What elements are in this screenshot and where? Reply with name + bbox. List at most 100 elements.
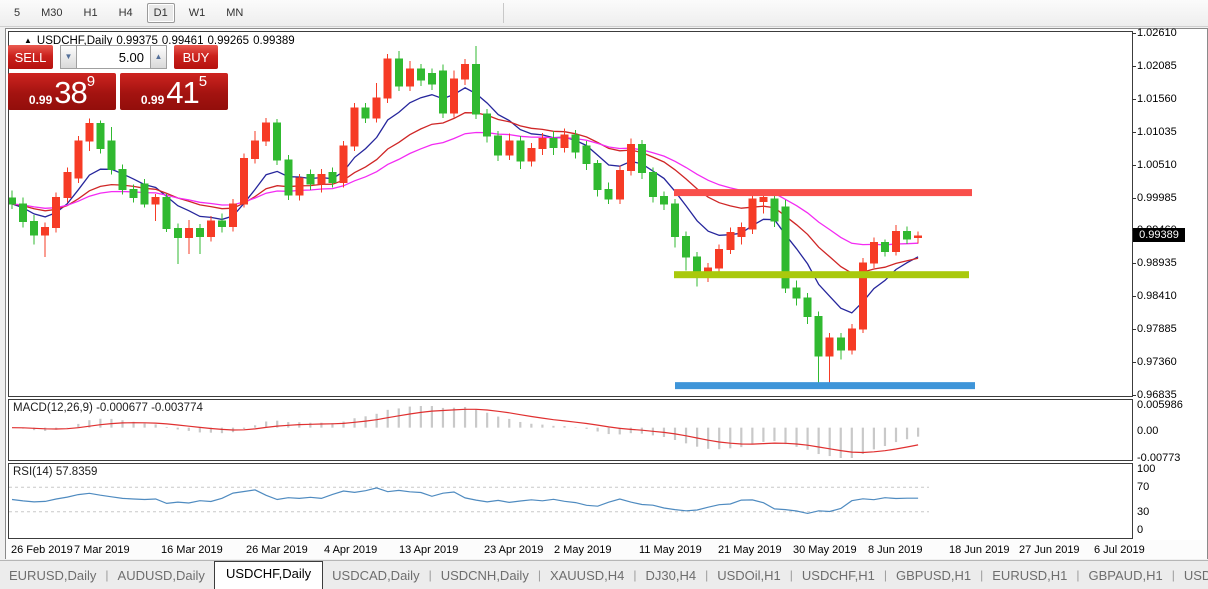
candlestick-chart <box>9 45 975 390</box>
price-axis-label: 1.01035 <box>1137 125 1177 138</box>
bottom-tab-EURUSD-Daily[interactable]: EURUSD,Daily <box>9 568 97 583</box>
price-axis-tick <box>1132 394 1136 396</box>
price-axis-tick <box>1132 131 1136 133</box>
price-axis-label: 0.98410 <box>1137 290 1177 303</box>
rsi-axis-label: 30 <box>1137 506 1150 518</box>
bottom-tab-USDCAD-Daily[interactable]: USDCAD,Daily <box>332 568 420 583</box>
date-axis: 26 Feb 2019 7 Mar 2019 16 Mar 2019 26 Mar 2… <box>6 540 1207 559</box>
macd-indicator-label: MACD(12,26,9) -0.000677 -0.003774 <box>13 402 203 414</box>
tab-separator: | <box>883 568 887 582</box>
bottom-tab-AUDUSD-Daily[interactable]: AUDUSD,Daily <box>117 568 205 583</box>
tab-separator: | <box>633 568 637 582</box>
bottom-tab-USDCNH-Daily[interactable]: USDCNH,Daily <box>440 568 529 583</box>
one-click-trading-widget: SELL ▼ ▲ BUY 0.99 38 9 0.99 41 5 <box>8 45 228 110</box>
price-axis-label: 0.97885 <box>1137 323 1177 336</box>
sell-price-figure: 0.99 <box>28 93 53 107</box>
date-label: 30 May 2019 <box>793 544 857 556</box>
date-label: 26 Mar 2019 <box>246 544 308 556</box>
bottom-tab-DJ30-H4[interactable]: DJ30,H4 <box>645 568 697 583</box>
price-axis-label: 1.02610 <box>1137 27 1177 39</box>
rsi-chart <box>9 486 929 515</box>
date-label: 11 May 2019 <box>639 544 702 556</box>
ohlc-open: 0.99375 <box>116 35 158 47</box>
rsi-indicator-label: RSI(14) 57.8359 <box>13 466 98 478</box>
ohlc-high: 0.99461 <box>161 35 204 47</box>
tab-separator: | <box>1076 568 1080 582</box>
price-axis-tick <box>1132 65 1136 67</box>
price-axis-label: 1.02085 <box>1137 59 1177 72</box>
sell-button[interactable]: SELL <box>8 45 53 69</box>
price-axis-tick <box>1132 362 1136 363</box>
volume-input[interactable] <box>77 45 150 69</box>
macd-chart <box>11 406 920 458</box>
date-label: 26 Feb 2019 <box>11 544 73 556</box>
macd-axis-label: 0.005986 <box>1137 399 1183 411</box>
bottom-tab-USDOil-H1[interactable]: USDOil,H1 <box>717 568 781 583</box>
buy-button[interactable]: BUY <box>174 45 218 69</box>
date-label: 2 May 2019 <box>554 544 612 556</box>
sell-price-point: 9 <box>86 73 96 90</box>
timeframe-button-MN[interactable]: MN <box>226 7 244 19</box>
rsi-axis-label: 70 <box>1137 481 1150 493</box>
bottom-tab-USDCHF-H1[interactable]: USDCHF,H1 <box>801 568 875 583</box>
price-axis-label: 1.00510 <box>1137 158 1177 171</box>
bottom-tab-EURUSD-H1[interactable]: EURUSD,H1 <box>992 568 1068 583</box>
rsi-axis-label: 0 <box>1137 524 1144 536</box>
sell-price-pips: 38 <box>54 75 87 110</box>
tab-separator: | <box>537 568 541 582</box>
date-label: 4 Apr 2019 <box>324 544 378 556</box>
price-axis-tick <box>1132 164 1136 166</box>
date-label: 16 Mar 2019 <box>161 544 223 556</box>
date-label: 13 Apr 2019 <box>399 544 459 556</box>
price-axis-label: 0.98935 <box>1137 257 1177 270</box>
rsi-axis-label: 100 <box>1137 463 1156 475</box>
bottom-tab-XAUUSD-H4[interactable]: XAUUSD,H4 <box>549 568 625 583</box>
buy-price-point: 5 <box>198 73 208 90</box>
tab-separator: | <box>1171 568 1175 582</box>
date-label: 18 Jun 2019 <box>949 544 1010 556</box>
timeframe-button-5[interactable]: 5 <box>14 7 21 19</box>
timeframe-button-W1[interactable]: W1 <box>188 7 206 19</box>
tab-separator: | <box>980 568 984 582</box>
chart-title: ▲ USDCHF,Daily 0.99375 0.99461 0.99265 0.9938… <box>24 35 295 47</box>
toolbar-separator <box>503 3 504 23</box>
price-axis-tick <box>1132 263 1136 265</box>
price-axis-label: 1.01560 <box>1137 92 1177 105</box>
timeframe-button-H1[interactable]: H1 <box>83 7 98 19</box>
timeframe-button-D1[interactable]: D1 <box>146 3 175 23</box>
symbol-tab-bar: EURUSD,Daily | AUDUSD,Daily USDCHF,Daily USD… <box>0 560 1208 589</box>
sell-price-display[interactable]: 0.99 38 9 <box>8 73 116 110</box>
price-axis-tick <box>1132 197 1136 199</box>
tab-separator: | <box>705 568 709 582</box>
bottom-tab-GBPUSD-H1[interactable]: GBPUSD,H1 <box>896 568 972 583</box>
ohlc-low: 0.99265 <box>207 35 250 47</box>
macd-panel <box>8 399 1133 461</box>
volume-decrease-button[interactable]: ▼ <box>60 45 77 69</box>
bottom-tab-GBPAUD-H1[interactable]: GBPAUD,H1 <box>1088 568 1163 583</box>
tab-separator: | <box>789 568 793 582</box>
timeframe-button-H4[interactable]: H4 <box>118 7 133 19</box>
bottom-tab-USDJP[interactable]: USDJP <box>1183 568 1208 583</box>
date-label: 6 Jul 2019 <box>1094 544 1145 556</box>
date-label: 23 Apr 2019 <box>484 544 544 556</box>
buy-price-display[interactable]: 0.99 41 5 <box>120 73 228 110</box>
date-label: 21 May 2019 <box>718 544 782 556</box>
tab-separator: | <box>428 568 432 582</box>
macd-axis-label: -0.00773 <box>1137 452 1181 464</box>
current-price-tag: 0.99389 <box>1133 227 1185 242</box>
collapse-triangle-icon[interactable]: ▲ <box>24 36 32 45</box>
price-axis-tick <box>1132 33 1136 34</box>
tab-separator: | <box>105 568 109 582</box>
timeframe-toolbar: 5 M30 H1 H4 D1 W1 MN <box>0 0 1208 27</box>
date-label: 27 Jun 2019 <box>1019 544 1080 556</box>
chart-symbol-label: USDCHF,Daily <box>36 35 113 47</box>
timeframe-button-M30[interactable]: M30 <box>41 7 63 19</box>
bottom-tab-USDCHF-Daily[interactable]: USDCHF,Daily <box>213 561 324 589</box>
buy-price-figure: 0.99 <box>140 93 165 107</box>
date-label: 8 Jun 2019 <box>868 544 923 556</box>
price-axis-label: 0.97360 <box>1137 356 1177 368</box>
volume-increase-button[interactable]: ▲ <box>150 45 167 69</box>
price-axis-label: 0.96835 <box>1137 388 1177 401</box>
price-axis-tick <box>1132 296 1136 298</box>
date-label: 7 Mar 2019 <box>74 544 130 556</box>
